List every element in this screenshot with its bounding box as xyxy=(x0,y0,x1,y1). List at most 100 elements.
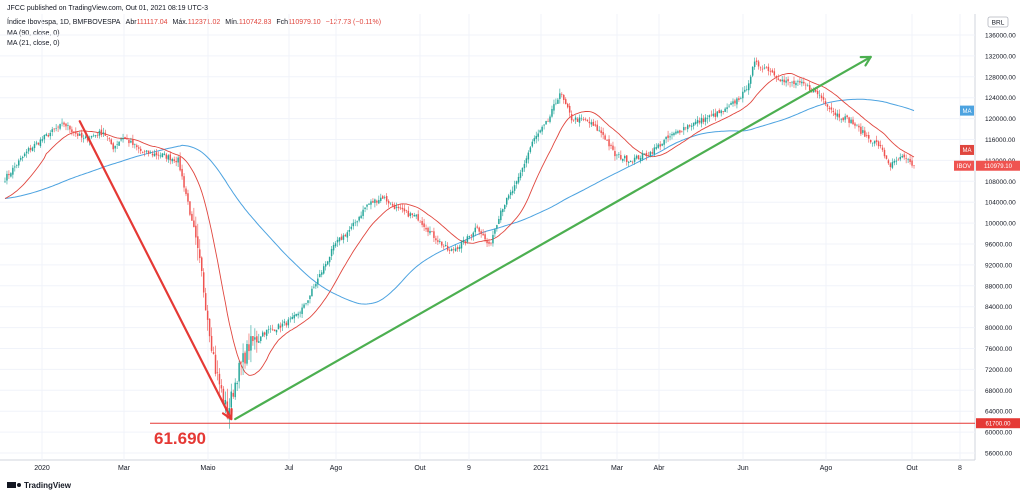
candle-body xyxy=(39,139,42,147)
candle-body xyxy=(850,119,852,124)
candle-body xyxy=(405,210,408,211)
indicator-ma90-label[interactable]: MA (90, close, 0) xyxy=(7,30,60,37)
candle-body xyxy=(53,128,55,130)
candle-body xyxy=(187,193,189,202)
candle-body xyxy=(504,205,506,210)
candle-body xyxy=(108,138,111,139)
candle-body xyxy=(354,222,356,224)
candle-body xyxy=(864,130,866,137)
candle-body xyxy=(805,84,807,86)
candle-body xyxy=(446,245,449,251)
candle-body xyxy=(281,323,284,327)
indicator-ma21-label[interactable]: MA (21, close, 0) xyxy=(7,40,60,47)
candle-body xyxy=(533,138,536,142)
candle-body xyxy=(781,79,783,82)
candle-body xyxy=(877,141,880,147)
candle-body xyxy=(866,135,868,137)
drawing-layer[interactable] xyxy=(78,55,975,424)
candle-body xyxy=(807,85,809,87)
candle-body xyxy=(515,181,518,185)
candle-body xyxy=(620,155,622,160)
candle-body xyxy=(561,94,563,95)
candle-body xyxy=(535,135,537,139)
candle-body xyxy=(478,227,480,232)
candle-body xyxy=(305,303,307,305)
y-tick-label: 72000.00 xyxy=(985,367,1012,374)
candle-body xyxy=(584,118,587,120)
candle-body xyxy=(458,246,461,250)
candle-body xyxy=(77,133,79,136)
candle-body xyxy=(732,101,734,104)
candle-body xyxy=(714,113,717,117)
candle-body xyxy=(586,119,589,122)
candle-body xyxy=(846,115,848,118)
candle-body xyxy=(852,119,854,125)
candle-body xyxy=(834,112,837,116)
candle-body xyxy=(724,108,726,112)
candle-body xyxy=(673,133,675,136)
candle-body xyxy=(277,324,280,330)
ma21-tag: MA xyxy=(960,144,974,155)
uptrend-arrowhead xyxy=(859,55,872,67)
candle-body xyxy=(67,125,69,126)
candle-body xyxy=(527,152,530,160)
crash-arrow-line[interactable] xyxy=(78,120,233,421)
candle-body xyxy=(600,130,602,134)
candle-body xyxy=(574,117,577,120)
currency-badge[interactable]: BRL xyxy=(992,20,1005,27)
candle-body xyxy=(134,144,136,145)
candle-body xyxy=(234,382,236,398)
candle-body xyxy=(218,373,221,385)
candle-body xyxy=(889,163,892,168)
candle-body xyxy=(606,139,608,141)
y-tick-label: 136000.00 xyxy=(985,33,1016,40)
candle-body xyxy=(254,337,256,340)
candle-body xyxy=(494,229,496,234)
candle-body xyxy=(887,160,890,164)
candle-body xyxy=(747,83,750,91)
candle-body xyxy=(893,160,896,163)
currency-badge-box[interactable] xyxy=(987,16,1009,28)
candle-body xyxy=(199,249,201,259)
candle-body xyxy=(710,114,713,116)
candle-body xyxy=(466,236,469,242)
candle-body xyxy=(875,140,878,142)
y-tick-label: 64000.00 xyxy=(985,409,1012,416)
uptrend-line[interactable] xyxy=(234,55,872,421)
time-axis[interactable]: 2020 Mar Maio Jul Ago Out 9 2021 Mar Abr Jun Ago Out… xyxy=(34,465,962,472)
candle-body xyxy=(610,144,612,146)
price-axis[interactable]: 56000.00 60000.00 64000.00 68000.00 72000.00… xyxy=(985,33,1016,458)
candle-body xyxy=(659,144,661,147)
candle-body xyxy=(295,313,297,316)
candle-body xyxy=(608,139,610,147)
candle-body xyxy=(726,107,728,109)
candle-body xyxy=(163,153,166,155)
candle-body xyxy=(425,227,427,230)
candle-body xyxy=(653,147,656,154)
ma21-layer xyxy=(4,72,915,376)
candle-body xyxy=(248,344,250,352)
ibov-tag: IBOV 110979.10 xyxy=(954,160,1020,171)
candle-body xyxy=(332,245,335,251)
tradingview-logo[interactable]: TradingView xyxy=(7,481,72,490)
candle-body xyxy=(206,310,209,320)
y-tick-label: 104000.00 xyxy=(985,200,1016,207)
candle-body xyxy=(637,155,640,160)
candle-body xyxy=(224,400,227,405)
candle-body xyxy=(604,135,606,140)
candle-body xyxy=(403,208,406,212)
candle-body xyxy=(712,113,715,116)
candle-body xyxy=(94,135,97,137)
candle-body xyxy=(57,126,59,128)
candle-body xyxy=(785,80,787,83)
candle-body xyxy=(132,139,134,145)
candle-body xyxy=(531,141,534,147)
candle-body xyxy=(429,230,431,234)
candle-body xyxy=(102,132,105,134)
candle-body xyxy=(275,329,278,333)
candle-body xyxy=(647,155,650,156)
candle-body xyxy=(814,89,817,92)
candle-body xyxy=(397,206,400,209)
candle-body xyxy=(565,99,567,105)
